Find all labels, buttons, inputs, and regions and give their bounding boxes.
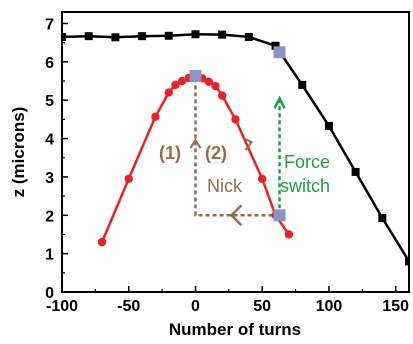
series-0-point [62,32,66,41]
highlight-point [189,70,202,83]
series-0-point [111,33,120,42]
series-0-point [244,32,253,41]
highlight-point [273,46,286,59]
series-0-point [84,32,93,41]
nick-path-arrow [194,82,280,217]
series-1-point [171,80,180,90]
series-1-point [257,174,267,184]
series-0-line [62,32,409,262]
series-1-point [97,237,107,247]
series-1-point [204,77,214,87]
series-0-point [138,32,147,41]
y-axis-label: z (microns) [9,107,28,198]
step-1-arrowhead [189,138,202,149]
series-0-point [271,41,280,50]
series-1-point [164,88,173,97]
y-tick-label: 3 [45,170,54,187]
annotation-force-line2: switch [280,176,330,196]
series-0-point [378,213,387,222]
x-tick-label: -100 [46,298,78,315]
series-1-point [177,76,187,86]
y-tick-label: 2 [45,208,54,225]
series-0-point [298,80,307,89]
series-0-point [405,257,409,266]
series-1-point [151,112,160,121]
x-tick-label: 150 [382,298,409,315]
force-switch-arrowhead [273,95,286,109]
plot-frame [61,11,410,293]
series-1-point [217,91,227,100]
x-tick-label: 0 [191,298,200,315]
y-tick-label: 0 [45,285,54,302]
y-tick-label: 5 [45,93,54,110]
series-1-point [211,81,220,91]
annotation-step-2: (2) [205,143,227,163]
series-0-point [351,167,360,176]
x-tick-label: 100 [316,298,343,315]
series-0-point [191,30,200,39]
step-2-arrowhead [243,137,253,151]
y-tick-label: 4 [45,132,54,149]
nick-arrowhead [229,204,243,227]
annotation-step-1: (1) [159,143,181,163]
y-tick-label: 7 [45,17,54,34]
annotation-nick: Nick [207,176,243,196]
series-1-point [124,174,133,184]
series-0-point [324,121,333,130]
x-tick-label: -50 [117,298,140,315]
x-axis-label: Number of turns [169,320,301,339]
annotation-force-line1: Force [284,152,330,172]
y-tick-label: 6 [45,55,54,72]
highlight-point [273,209,286,222]
series-0-point [164,31,173,40]
x-tick-label: 50 [253,298,271,315]
series-0-point [218,30,227,39]
series-1-point [284,230,294,239]
y-tick-label: 1 [45,247,54,264]
series-1-point [231,115,240,124]
